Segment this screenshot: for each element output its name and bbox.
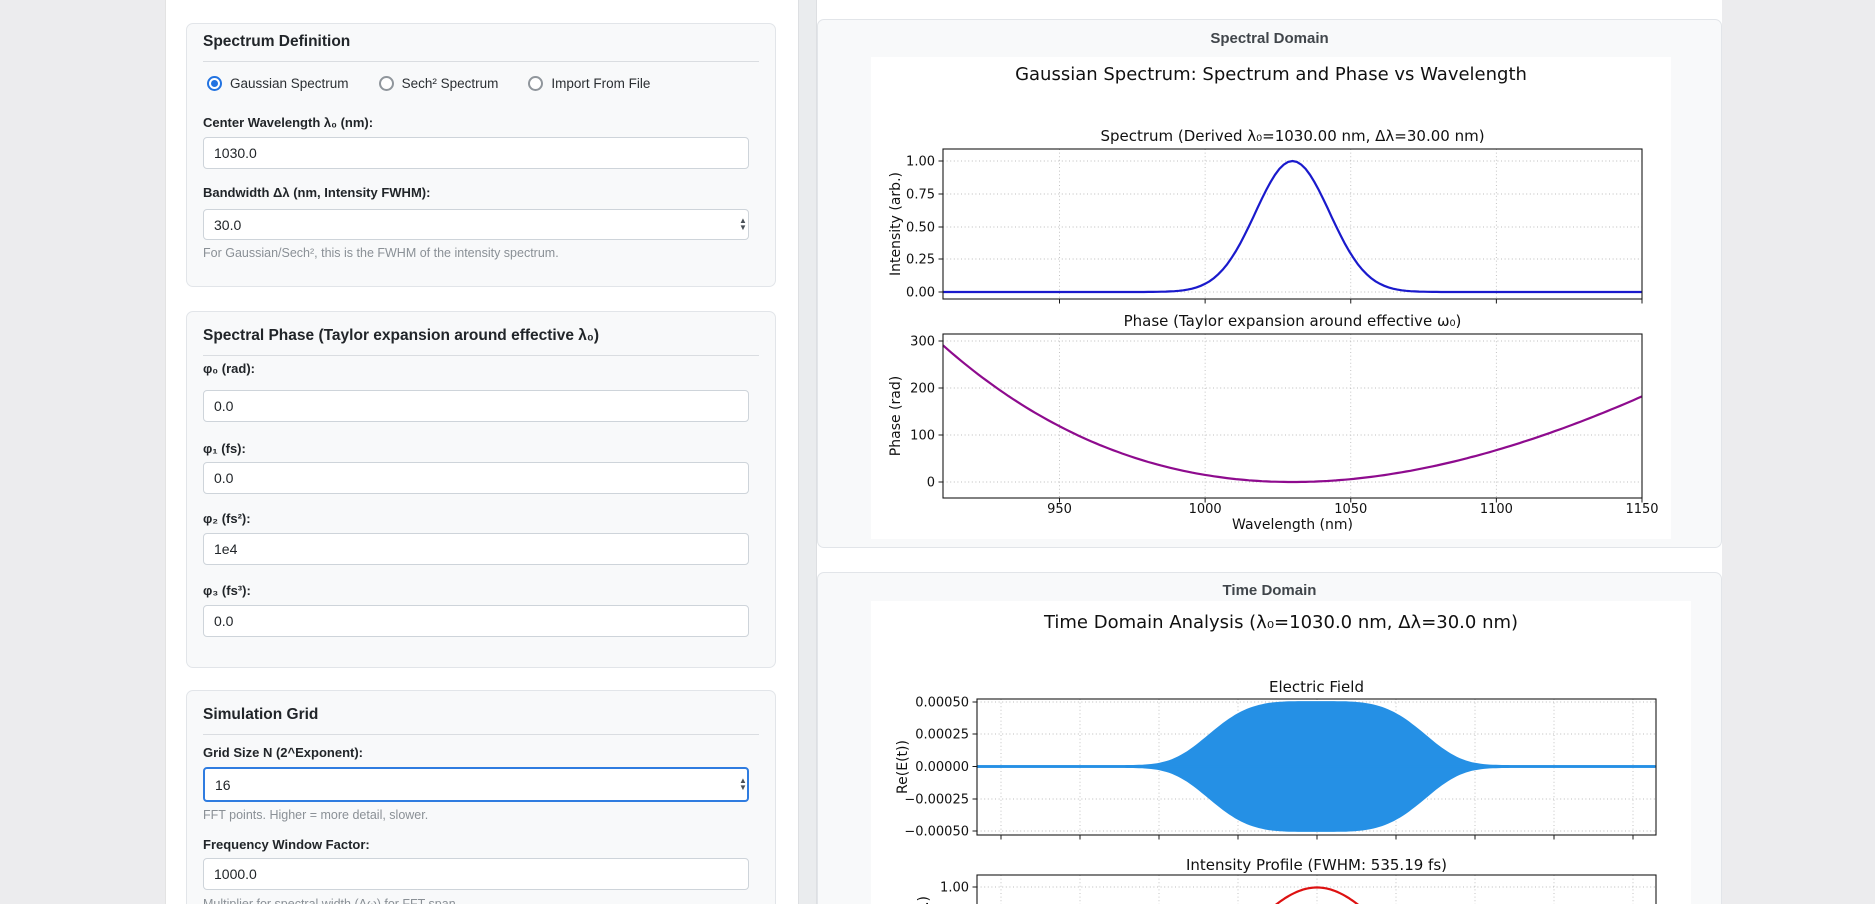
y-tick-label: 0.00025 [915, 728, 969, 743]
spectral-domain-figure: Gaussian Spectrum: Spectrum and Phase vs… [871, 57, 1671, 539]
grid-size-input[interactable] [203, 767, 749, 802]
freq-window-label: Frequency Window Factor: [203, 837, 370, 852]
efield-subplot-title: Electric Field [1269, 678, 1364, 696]
time-domain-header: Time Domain [1222, 582, 1317, 599]
radio-label: Gaussian Spectrum [230, 76, 349, 91]
radio-label: Import From File [551, 76, 651, 91]
phi0-label: φ₀ (rad): [203, 361, 255, 376]
figure-suptitle: Time Domain Analysis (λ₀=1030.0 nm, Δλ=3… [1043, 612, 1518, 633]
x-tick-label: 1100 [1480, 502, 1513, 517]
phase-curve [942, 344, 1643, 484]
intensity-ylabel: Intensity (arb.) [916, 896, 932, 904]
spectrum-ylabel: Intensity (arb.) [888, 172, 904, 276]
grid-size-helper-text: FFT points. Higher = more detail, slower… [203, 808, 429, 822]
figure-suptitle: Gaussian Spectrum: Spectrum and Phase vs… [1015, 64, 1527, 85]
phi0-input[interactable] [203, 390, 749, 422]
axes-frame [976, 874, 1657, 904]
spectral-domain-card: Spectral Domain Gaussian Spectrum: Spect… [817, 19, 1722, 548]
radio-import-from-file[interactable]: Import From File [528, 76, 650, 91]
spectrum-curve [943, 159, 1642, 294]
y-tick-label: −0.00050 [904, 825, 969, 840]
y-tick-label: 0.00000 [915, 760, 969, 775]
y-tick-label: 1.00 [940, 881, 969, 896]
spectral-phase-card: Spectral Phase (Taylor expansion around … [186, 311, 776, 668]
vertical-scrollbar[interactable] [798, 0, 817, 904]
radio-sech2-spectrum[interactable]: Sech² Spectrum [378, 76, 499, 91]
simulation-grid-card: Simulation Grid Grid Size N (2^Exponent)… [186, 690, 776, 904]
y-tick-label: 0.25 [906, 253, 935, 268]
intensity-subplot-title: Intensity Profile (FWHM: 535.19 fs) [1186, 856, 1447, 874]
center-wavelength-input[interactable] [203, 137, 749, 169]
phi1-input[interactable] [203, 462, 749, 494]
number-stepper-icon[interactable]: ▲ ▼ [739, 776, 747, 792]
phase-xlabel: Wavelength (nm) [1232, 517, 1353, 533]
spectral-figure-svg: Gaussian Spectrum: Spectrum and Phase vs… [888, 64, 1659, 533]
y-tick-label: 0.75 [906, 188, 935, 203]
card-title: Simulation Grid [203, 706, 319, 723]
card-title: Spectrum Definition [203, 33, 351, 50]
spectral-domain-header: Spectral Domain [1210, 30, 1329, 47]
radio-unselected-icon[interactable] [378, 76, 394, 91]
y-tick-label: 1.00 [906, 155, 935, 170]
efield-ylabel: Re(E(t)) [895, 740, 911, 794]
x-tick-label: 950 [1047, 502, 1072, 517]
spectrum-type-radio-group: Gaussian Spectrum Sech² Spectrum Import … [207, 76, 680, 91]
phi2-input[interactable] [203, 533, 749, 565]
axes-frame [942, 333, 1643, 499]
phi3-input[interactable] [203, 605, 749, 637]
y-tick-label: 0 [927, 476, 935, 491]
center-wavelength-label: Center Wavelength λ₀ (nm): [203, 115, 374, 130]
number-stepper-icon[interactable]: ▲ ▼ [739, 216, 747, 232]
freq-window-helper-text: Multiplier for spectral width (Δω) for F… [203, 897, 460, 904]
y-tick-label: 0.00050 [915, 696, 969, 711]
y-tick-label: 300 [910, 335, 935, 350]
y-tick-label: −0.00025 [904, 793, 969, 808]
grid-size-label: Grid Size N (2^Exponent): [203, 745, 363, 760]
radio-gaussian-spectrum[interactable]: Gaussian Spectrum [207, 76, 349, 91]
x-tick-label: 1000 [1189, 502, 1222, 517]
divider [203, 61, 759, 62]
phase-subplot-title: Phase (Taylor expansion around effective… [1124, 312, 1462, 330]
phi3-label: φ₃ (fs³): [203, 583, 251, 598]
radio-unselected-icon[interactable] [528, 76, 544, 91]
bandwidth-input[interactable] [203, 209, 749, 240]
radio-selected-icon[interactable] [207, 76, 222, 91]
spectrum-definition-card: Spectrum Definition Gaussian Spectrum Se… [186, 23, 776, 287]
freq-window-input[interactable] [203, 858, 749, 890]
time-domain-card: Time Domain Time Domain Analysis (λ₀=103… [817, 572, 1722, 904]
y-tick-label: 0.50 [906, 221, 935, 236]
bandwidth-helper-text: For Gaussian/Sech², this is the FWHM of … [203, 246, 559, 260]
axes-frame [942, 148, 1643, 300]
phi1-label: φ₁ (fs): [203, 441, 246, 456]
x-tick-label: 1050 [1334, 502, 1367, 517]
time-domain-figure: Time Domain Analysis (λ₀=1030.0 nm, Δλ=3… [871, 601, 1691, 904]
y-tick-label: 200 [910, 382, 935, 397]
bandwidth-label: Bandwidth Δλ (nm, Intensity FWHM): [203, 185, 431, 200]
divider [203, 734, 759, 735]
phase-ylabel: Phase (rad) [888, 376, 904, 456]
phi2-label: φ₂ (fs²): [203, 511, 251, 526]
radio-label: Sech² Spectrum [401, 76, 499, 91]
time-figure-svg: Time Domain Analysis (λ₀=1030.0 nm, Δλ=3… [895, 612, 1657, 904]
x-tick-label: 1150 [1625, 502, 1658, 517]
card-title: Spectral Phase (Taylor expansion around … [203, 327, 600, 344]
intensity-curve [1275, 886, 1359, 904]
divider [203, 355, 759, 356]
y-tick-label: 100 [910, 429, 935, 444]
spectrum-subplot-title: Spectrum (Derived λ₀=1030.00 nm, Δλ=30.0… [1100, 127, 1484, 145]
y-tick-label: 0.00 [906, 286, 935, 301]
